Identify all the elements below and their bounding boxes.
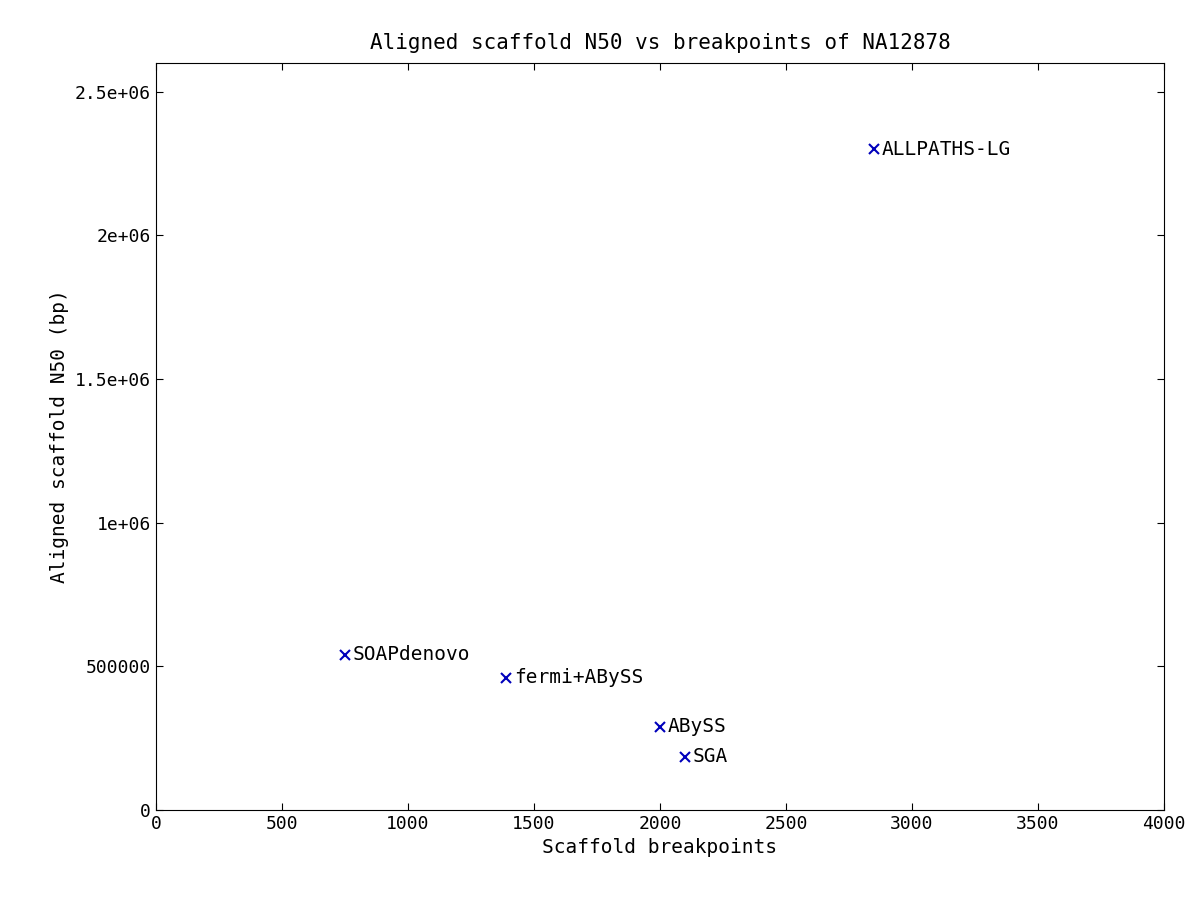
- Text: SOAPdenovo: SOAPdenovo: [353, 645, 470, 664]
- X-axis label: Scaffold breakpoints: Scaffold breakpoints: [542, 839, 778, 858]
- Text: ABySS: ABySS: [667, 717, 726, 736]
- Y-axis label: Aligned scaffold N50 (bp): Aligned scaffold N50 (bp): [50, 290, 70, 583]
- Text: ALLPATHS-LG: ALLPATHS-LG: [882, 140, 1012, 158]
- Text: SGA: SGA: [692, 747, 728, 766]
- Title: Aligned scaffold N50 vs breakpoints of NA12878: Aligned scaffold N50 vs breakpoints of N…: [370, 33, 950, 53]
- Text: fermi+ABySS: fermi+ABySS: [514, 669, 643, 688]
